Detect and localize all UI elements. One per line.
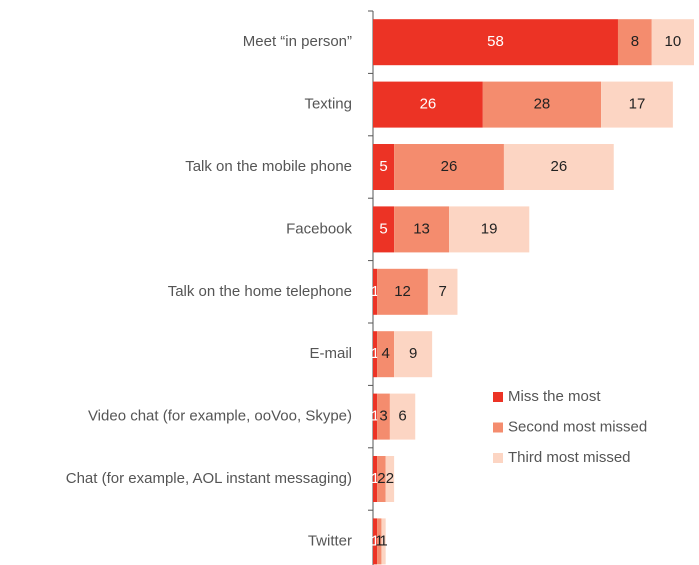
category-label: Twitter <box>308 532 352 549</box>
bar-segment <box>427 268 458 315</box>
data-label: 12 <box>394 283 411 300</box>
data-label: 58 <box>487 33 504 50</box>
category-label: Facebook <box>286 220 352 237</box>
data-label: 4 <box>381 345 389 362</box>
bar-segment <box>394 144 504 190</box>
bar-segment <box>373 19 618 66</box>
category-label: Talk on the home telephone <box>168 283 352 300</box>
data-label: 17 <box>629 96 646 113</box>
data-label: 2 <box>386 470 394 487</box>
bar-segment <box>651 19 694 66</box>
legend-label: Third most missed <box>508 449 631 466</box>
category-label: Texting <box>304 96 352 113</box>
bar-segment <box>377 331 395 378</box>
bar-segment <box>373 268 378 315</box>
bar-segment <box>482 81 602 128</box>
data-label: 1 <box>371 470 379 487</box>
legend-swatch <box>493 422 503 433</box>
bar-segment <box>373 81 483 128</box>
data-label: 2 <box>377 470 385 487</box>
data-label: 1 <box>379 532 387 549</box>
category-label: Meet “in person” <box>243 33 352 50</box>
bar-segment <box>381 518 386 565</box>
legend-label: Second most missed <box>508 418 647 435</box>
data-label: 3 <box>379 408 387 425</box>
data-label: 5 <box>379 220 387 237</box>
bar-segment <box>601 81 673 128</box>
data-label: 9 <box>409 345 417 362</box>
data-label: 28 <box>534 96 551 113</box>
bar-segment <box>373 331 378 378</box>
bar-segment <box>385 456 395 502</box>
data-label: 19 <box>481 220 498 237</box>
data-label: 26 <box>550 158 567 175</box>
legend-label: Miss the most <box>508 388 601 405</box>
data-label: 6 <box>398 408 406 425</box>
category-label: Video chat (for example, ooVoo, Skype) <box>88 408 352 425</box>
data-label: 26 <box>420 96 437 113</box>
bar-segment <box>377 393 390 440</box>
data-label: 8 <box>631 33 639 50</box>
data-label: 7 <box>439 283 447 300</box>
legend-swatch <box>493 392 503 402</box>
category-label: Chat (for example, AOL instant messaging… <box>66 470 352 487</box>
bar-segment <box>373 518 378 565</box>
bar-segment <box>394 331 433 378</box>
bar-segment <box>617 19 652 66</box>
data-label: 10 <box>665 33 682 50</box>
data-label: 26 <box>441 158 458 175</box>
bar-segment <box>373 393 378 440</box>
bar-segment <box>503 144 614 190</box>
data-label: 1 <box>371 283 379 300</box>
bar-segment <box>389 393 416 440</box>
legend-swatch <box>493 453 503 463</box>
category-label: Talk on the mobile phone <box>185 158 352 175</box>
data-label: 1 <box>371 345 379 362</box>
bar-segment <box>394 206 450 253</box>
category-label: E-mail <box>309 345 352 362</box>
bar-segment <box>373 206 395 253</box>
bar-segment <box>377 518 382 565</box>
data-label: 1 <box>371 408 379 425</box>
bar-segment <box>373 456 378 502</box>
bar-segment <box>449 206 530 253</box>
data-label: 5 <box>379 158 387 175</box>
data-label: 1 <box>375 532 383 549</box>
data-label: 13 <box>413 220 430 237</box>
bar-segment <box>377 268 428 315</box>
bar-segment <box>377 456 386 502</box>
bar-segment <box>373 144 395 190</box>
data-label: 1 <box>371 532 379 549</box>
